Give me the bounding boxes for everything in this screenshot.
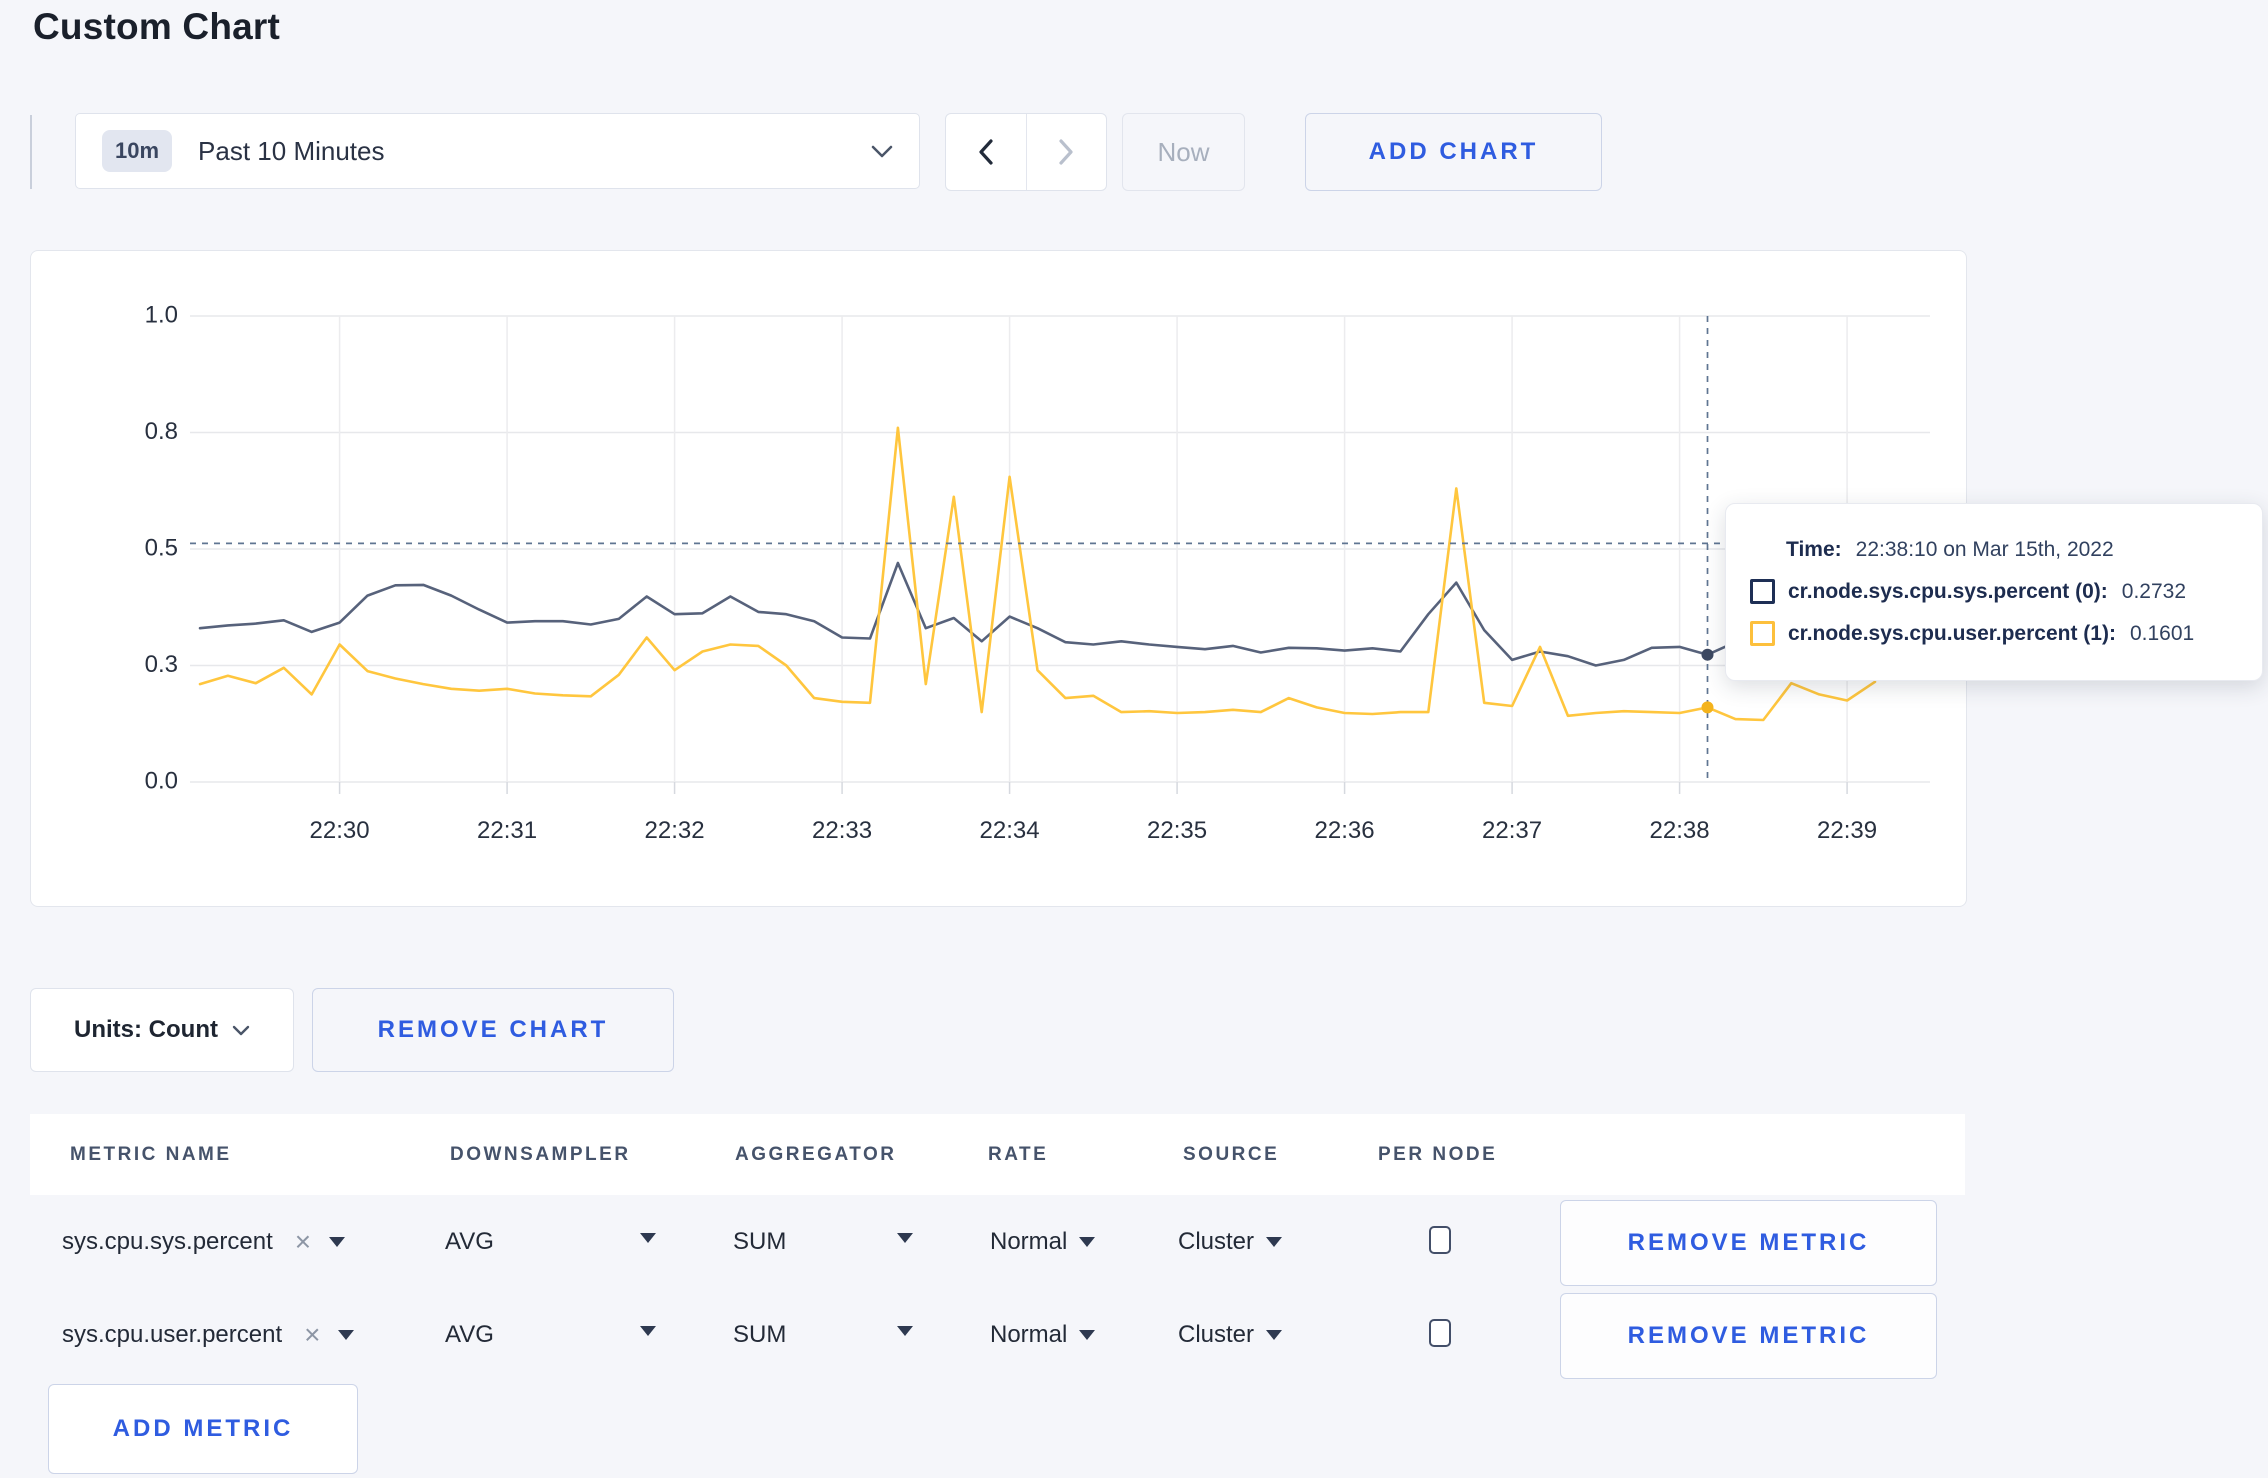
aggregator-select[interactable]: SUM: [733, 1227, 787, 1255]
caret-down-icon[interactable]: [329, 1236, 346, 1247]
chart-tooltip: Time: 22:38:10 on Mar 15th, 2022 cr.node…: [1725, 503, 2263, 681]
tooltip-time-row: Time: 22:38:10 on Mar 15th, 2022: [1750, 538, 2238, 562]
tooltip-series-row-user: cr.node.sys.cpu.user.percent (1): 0.1601: [1750, 621, 2238, 646]
col-header-downsampler: DOWNSAMPLER: [450, 1143, 631, 1165]
per-node-checkbox[interactable]: [1429, 1226, 1451, 1254]
user-series-swatch-icon: [1750, 621, 1775, 646]
rate-select[interactable]: Normal: [990, 1195, 1096, 1288]
downsampler-select[interactable]: AVG: [445, 1227, 494, 1255]
svg-text:22:33: 22:33: [812, 817, 872, 844]
time-range-dropdown[interactable]: 10m Past 10 Minutes: [75, 113, 920, 189]
add-metric-button[interactable]: ADD METRIC: [48, 1384, 358, 1474]
units-label: Units: Count: [74, 1016, 218, 1043]
caret-down-icon: [1266, 1236, 1283, 1247]
caret-down-icon[interactable]: [897, 1233, 913, 1243]
remove-tag-icon[interactable]: ×: [294, 1225, 312, 1257]
caret-down-icon[interactable]: [640, 1326, 656, 1336]
sys-series-swatch-icon: [1750, 579, 1775, 604]
caret-down-icon: [1266, 1329, 1283, 1340]
svg-text:22:35: 22:35: [1147, 817, 1207, 844]
tooltip-series-row-sys: cr.node.sys.cpu.sys.percent (0): 0.2732: [1750, 579, 2238, 604]
metric-name-cell[interactable]: sys.cpu.user.percent ×: [62, 1288, 355, 1381]
col-header-metric-name: METRIC NAME: [70, 1143, 232, 1165]
caret-down-icon[interactable]: [338, 1329, 355, 1340]
svg-text:22:31: 22:31: [477, 817, 537, 844]
svg-text:22:34: 22:34: [980, 817, 1040, 844]
add-chart-button[interactable]: ADD CHART: [1305, 113, 1602, 191]
col-header-source: SOURCE: [1183, 1143, 1280, 1165]
svg-text:22:30: 22:30: [310, 817, 370, 844]
per-node-checkbox[interactable]: [1429, 1319, 1451, 1347]
metric-name-text: sys.cpu.user.percent: [62, 1320, 283, 1348]
svg-text:0.0: 0.0: [145, 767, 178, 794]
svg-text:22:38: 22:38: [1650, 817, 1710, 844]
caret-down-icon[interactable]: [640, 1233, 656, 1243]
prev-time-button[interactable]: [946, 114, 1027, 190]
remove-metric-button[interactable]: REMOVE METRIC: [1560, 1293, 1937, 1379]
tooltip-time-value: 22:38:10 on Mar 15th, 2022: [1855, 538, 2114, 561]
time-step-buttons: [945, 113, 1107, 191]
remove-chart-button[interactable]: REMOVE CHART: [312, 988, 674, 1072]
chevron-down-icon: [871, 145, 893, 158]
toolbar-left-divider: [30, 115, 32, 189]
page-title: Custom Chart: [33, 6, 281, 47]
svg-text:0.5: 0.5: [145, 534, 178, 561]
rate-select[interactable]: Normal: [990, 1288, 1096, 1381]
source-value: Cluster: [1178, 1320, 1255, 1348]
rate-value: Normal: [990, 1320, 1068, 1348]
time-range-label: Past 10 Minutes: [198, 135, 385, 166]
chevron-down-icon: [232, 1025, 250, 1036]
units-dropdown[interactable]: Units: Count: [30, 988, 294, 1072]
svg-text:22:32: 22:32: [645, 817, 705, 844]
downsampler-select[interactable]: AVG: [445, 1320, 494, 1348]
metric-name-cell[interactable]: sys.cpu.sys.percent ×: [62, 1195, 346, 1288]
svg-text:1.0: 1.0: [145, 301, 178, 328]
rate-value: Normal: [990, 1227, 1068, 1255]
svg-text:22:39: 22:39: [1817, 817, 1877, 844]
tooltip-time-label: Time:: [1786, 538, 1842, 561]
svg-text:0.3: 0.3: [145, 651, 178, 678]
svg-text:22:36: 22:36: [1315, 817, 1375, 844]
metrics-table-header: METRIC NAME DOWNSAMPLER AGGREGATOR RATE …: [30, 1114, 1965, 1195]
tooltip-user-value: 0.1601: [2129, 621, 2195, 645]
metric-row: sys.cpu.user.percent × AVG SUM Normal Cl…: [30, 1288, 1965, 1381]
aggregator-select[interactable]: SUM: [733, 1320, 787, 1348]
metric-row: sys.cpu.sys.percent × AVG SUM Normal Clu…: [30, 1195, 1965, 1288]
svg-text:0.8: 0.8: [145, 418, 178, 445]
caret-down-icon: [1079, 1329, 1096, 1340]
next-time-button[interactable]: [1027, 114, 1107, 190]
tooltip-sys-label: cr.node.sys.cpu.sys.percent (0):: [1788, 579, 2108, 603]
chevron-right-icon: [1058, 139, 1074, 165]
chevron-left-icon: [978, 139, 994, 165]
svg-text:22:37: 22:37: [1482, 817, 1542, 844]
time-range-badge: 10m: [102, 130, 173, 172]
col-header-aggregator: AGGREGATOR: [735, 1143, 897, 1165]
caret-down-icon[interactable]: [897, 1326, 913, 1336]
remove-tag-icon[interactable]: ×: [304, 1318, 321, 1350]
col-header-per-node: PER NODE: [1378, 1143, 1498, 1165]
tooltip-sys-value: 0.2732: [2121, 579, 2187, 603]
source-select[interactable]: Cluster: [1178, 1195, 1283, 1288]
now-button[interactable]: Now: [1122, 113, 1245, 191]
source-select[interactable]: Cluster: [1178, 1288, 1283, 1381]
tooltip-user-label: cr.node.sys.cpu.user.percent (1):: [1788, 621, 2116, 645]
caret-down-icon: [1079, 1236, 1096, 1247]
col-header-rate: RATE: [988, 1143, 1049, 1165]
metric-name-text: sys.cpu.sys.percent: [62, 1227, 273, 1255]
timeseries-chart[interactable]: 0.0 0.3 0.5 0.8 1.0 22:30 22:31 22:32 22:33 22:34…: [30, 250, 1965, 905]
source-value: Cluster: [1178, 1227, 1255, 1255]
remove-metric-button[interactable]: REMOVE METRIC: [1560, 1200, 1937, 1286]
